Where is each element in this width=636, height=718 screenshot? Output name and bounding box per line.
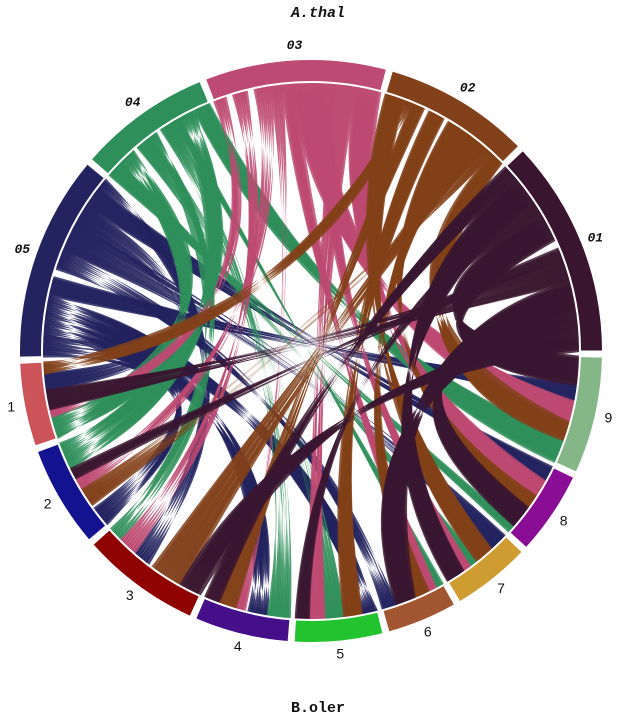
svg-text:2: 2 [44, 496, 52, 512]
svg-text:9: 9 [604, 410, 612, 426]
svg-text:A.thal: A.thal [290, 5, 345, 22]
svg-text:04: 04 [125, 95, 141, 110]
svg-text:5: 5 [336, 645, 344, 661]
svg-text:7: 7 [497, 580, 505, 596]
svg-text:3: 3 [126, 587, 134, 603]
svg-text:B.oler: B.oler [291, 700, 345, 717]
svg-text:4: 4 [234, 638, 242, 654]
svg-text:1: 1 [7, 398, 15, 414]
svg-text:03: 03 [287, 38, 303, 53]
svg-text:05: 05 [14, 242, 30, 257]
svg-text:02: 02 [460, 81, 476, 96]
svg-text:01: 01 [588, 230, 604, 245]
svg-text:8: 8 [560, 512, 568, 528]
svg-text:6: 6 [424, 623, 432, 639]
